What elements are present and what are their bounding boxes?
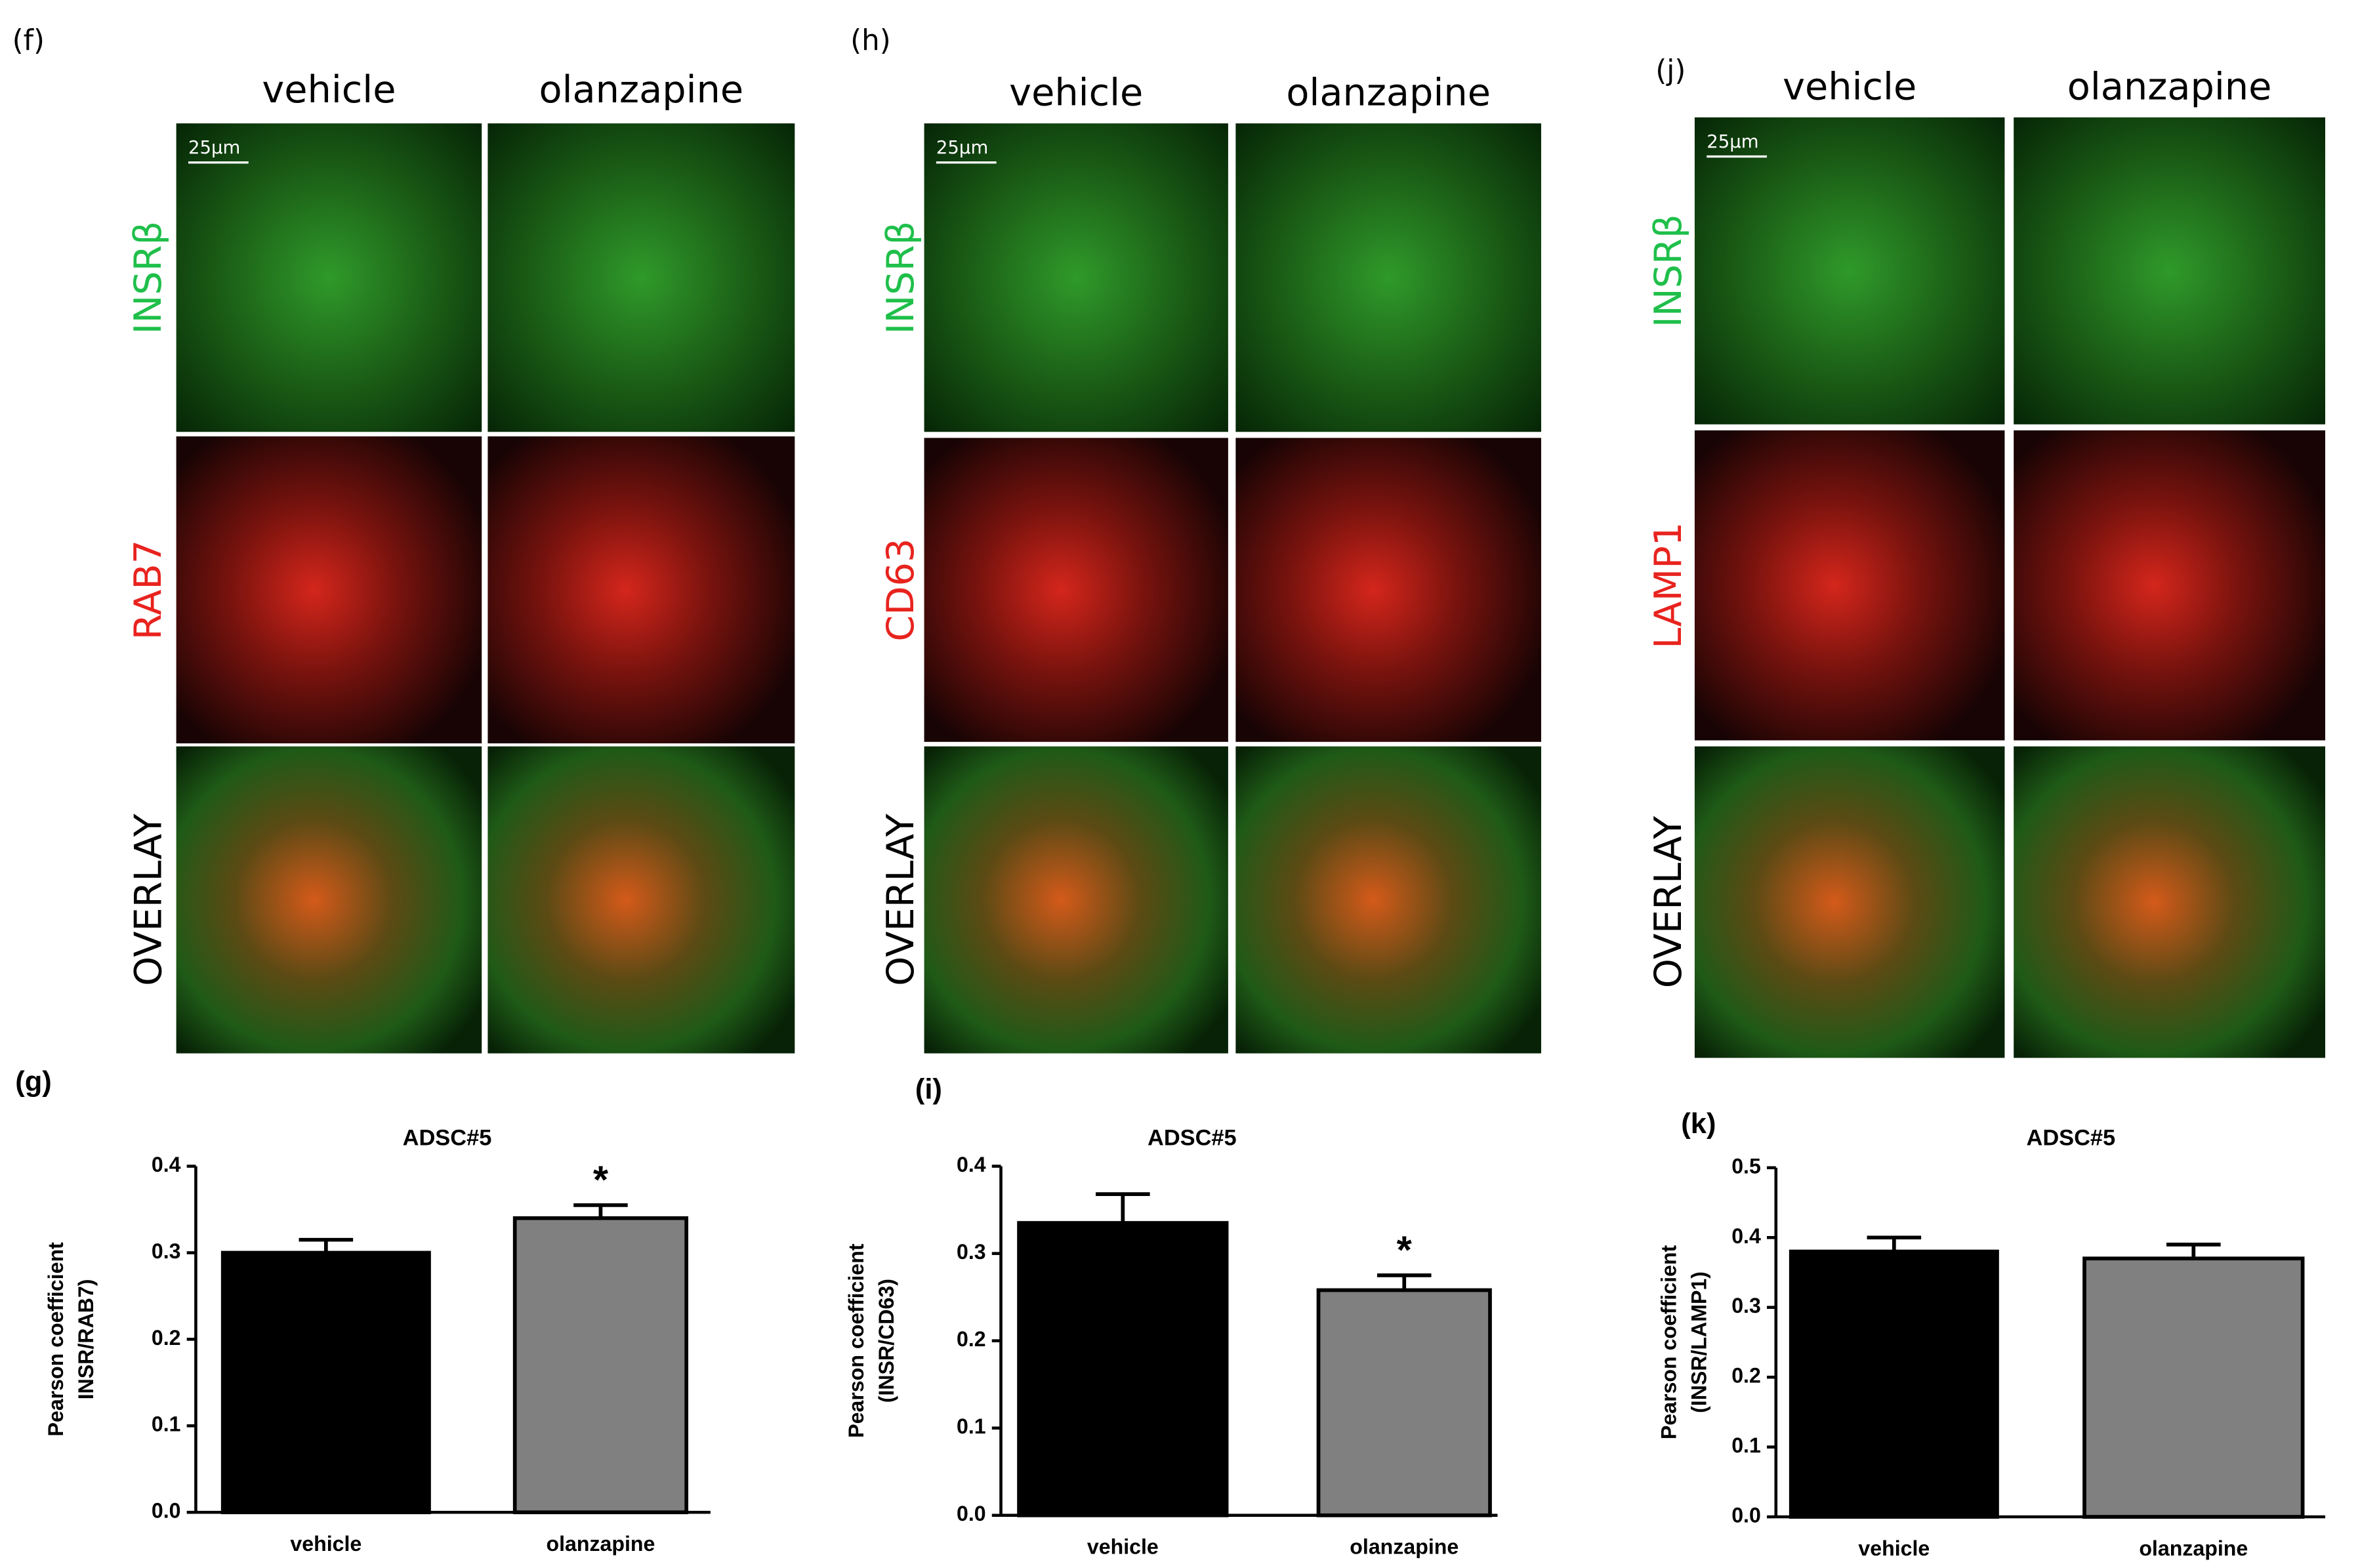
column-label: olanzapine xyxy=(1286,71,1491,115)
y-axis-label: Pearson coefficient xyxy=(44,1242,68,1437)
scale-bar-label: 25μm xyxy=(188,137,240,158)
y-tick-label: 0.4 xyxy=(957,1153,986,1176)
column-label: vehicle xyxy=(262,68,396,112)
x-tick-label: olanzapine xyxy=(546,1532,655,1556)
micrograph xyxy=(1694,117,2005,424)
micrograph xyxy=(487,746,795,1054)
chart-title: ADSC#5 xyxy=(2026,1125,2115,1150)
micrograph xyxy=(176,123,482,432)
micrograph xyxy=(487,436,795,744)
error-bar xyxy=(1096,1192,1150,1224)
y-tick-label: 0.0 xyxy=(152,1499,181,1523)
error-bar xyxy=(573,1203,628,1218)
bar xyxy=(2082,1256,2305,1519)
panel-label: (j) xyxy=(1655,54,1686,87)
row-label: INSRβ xyxy=(1646,215,1690,328)
y-axis-label: Pearson coefficient xyxy=(844,1243,868,1438)
y-axis-label: (INSR/CD63) xyxy=(875,1279,898,1403)
bar xyxy=(220,1250,431,1515)
panel-label: (i) xyxy=(915,1073,942,1105)
significance-marker: * xyxy=(1397,1228,1413,1272)
y-tick-label: 0.1 xyxy=(957,1414,986,1438)
y-tick-label: 0.3 xyxy=(152,1239,181,1263)
significance-marker: * xyxy=(593,1158,609,1202)
chart-title: ADSC#5 xyxy=(403,1125,492,1150)
micrograph xyxy=(176,746,482,1054)
row-label: INSRβ xyxy=(879,221,922,335)
y-axis-label: INSR/RAB7) xyxy=(74,1279,98,1399)
y-tick-label: 0.0 xyxy=(1731,1503,1761,1527)
micrograph xyxy=(2014,430,2325,741)
x-tick-label: vehicle xyxy=(1858,1537,1930,1560)
bar xyxy=(1789,1249,1999,1519)
error-bar xyxy=(299,1237,354,1253)
row-label: INSRβ xyxy=(126,221,170,335)
y-tick-label: 0.1 xyxy=(152,1413,181,1436)
error-bar xyxy=(1867,1235,1922,1252)
panel-label: (f) xyxy=(12,24,45,57)
y-tick-label: 0.3 xyxy=(1731,1294,1761,1317)
row-label: LAMP1 xyxy=(1646,522,1690,649)
micrograph xyxy=(2014,746,2325,1058)
row-label: OVERLAY xyxy=(126,813,170,985)
scale-bar-label: 25μm xyxy=(1707,131,1758,152)
micrograph xyxy=(924,123,1228,432)
micrograph xyxy=(924,438,1228,742)
error-bar xyxy=(1377,1273,1432,1290)
y-tick-label: 0.2 xyxy=(957,1327,986,1351)
chart-title: ADSC#5 xyxy=(1148,1125,1237,1150)
x-tick-label: olanzapine xyxy=(2139,1537,2248,1560)
panel-label: (k) xyxy=(1681,1108,1716,1140)
y-tick-label: 0.4 xyxy=(152,1153,181,1176)
y-axis-label: (INSR/LAMP1) xyxy=(1687,1271,1711,1413)
row-label: RAB7 xyxy=(126,540,170,640)
x-tick-label: olanzapine xyxy=(1350,1535,1459,1559)
chart: (g) ADSC#5 Pearson coefficient INSR/RAB7) 0.… xyxy=(15,1066,711,1556)
column-label: olanzapine xyxy=(2067,64,2272,108)
y-tick-label: 0.5 xyxy=(1731,1154,1761,1178)
bar xyxy=(1316,1288,1492,1517)
bar xyxy=(512,1216,689,1515)
micrograph xyxy=(2014,117,2325,424)
column-label: vehicle xyxy=(1009,71,1143,115)
micrograph xyxy=(1235,123,1541,432)
panel-label: (g) xyxy=(15,1066,52,1098)
micrograph xyxy=(1235,746,1541,1054)
row-label: OVERLAY xyxy=(879,813,922,985)
y-tick-label: 0.2 xyxy=(1731,1364,1761,1388)
x-tick-label: vehicle xyxy=(290,1532,362,1556)
column-label: vehicle xyxy=(1783,64,1916,108)
micrograph xyxy=(1694,746,2005,1058)
micrograph xyxy=(487,123,795,432)
bar xyxy=(1017,1221,1229,1517)
micrograph xyxy=(176,436,482,744)
scale-bar-label: 25μm xyxy=(936,137,988,158)
y-tick-label: 0.0 xyxy=(957,1502,986,1525)
chart: (k) ADSC#5 Pearson coefficient (INSR/LAMP1)… xyxy=(1657,1108,2325,1560)
micrograph xyxy=(1235,438,1541,742)
x-tick-label: vehicle xyxy=(1087,1535,1159,1559)
row-label: OVERLAY xyxy=(1646,815,1690,988)
y-tick-label: 0.4 xyxy=(1731,1224,1761,1248)
column-label: olanzapine xyxy=(539,68,744,112)
y-tick-label: 0.3 xyxy=(957,1240,986,1264)
y-tick-label: 0.2 xyxy=(152,1326,181,1350)
row-label: CD63 xyxy=(879,539,922,642)
micrograph xyxy=(924,746,1228,1054)
micrograph xyxy=(1694,430,2005,741)
panel-label: (h) xyxy=(850,24,891,57)
chart: (i) ADSC#5 Pearson coefficient (INSR/CD63) 0… xyxy=(844,1073,1498,1559)
y-axis-label: Pearson coefficient xyxy=(1657,1245,1681,1440)
y-tick-label: 0.1 xyxy=(1731,1434,1761,1457)
error-bar xyxy=(2166,1243,2221,1259)
